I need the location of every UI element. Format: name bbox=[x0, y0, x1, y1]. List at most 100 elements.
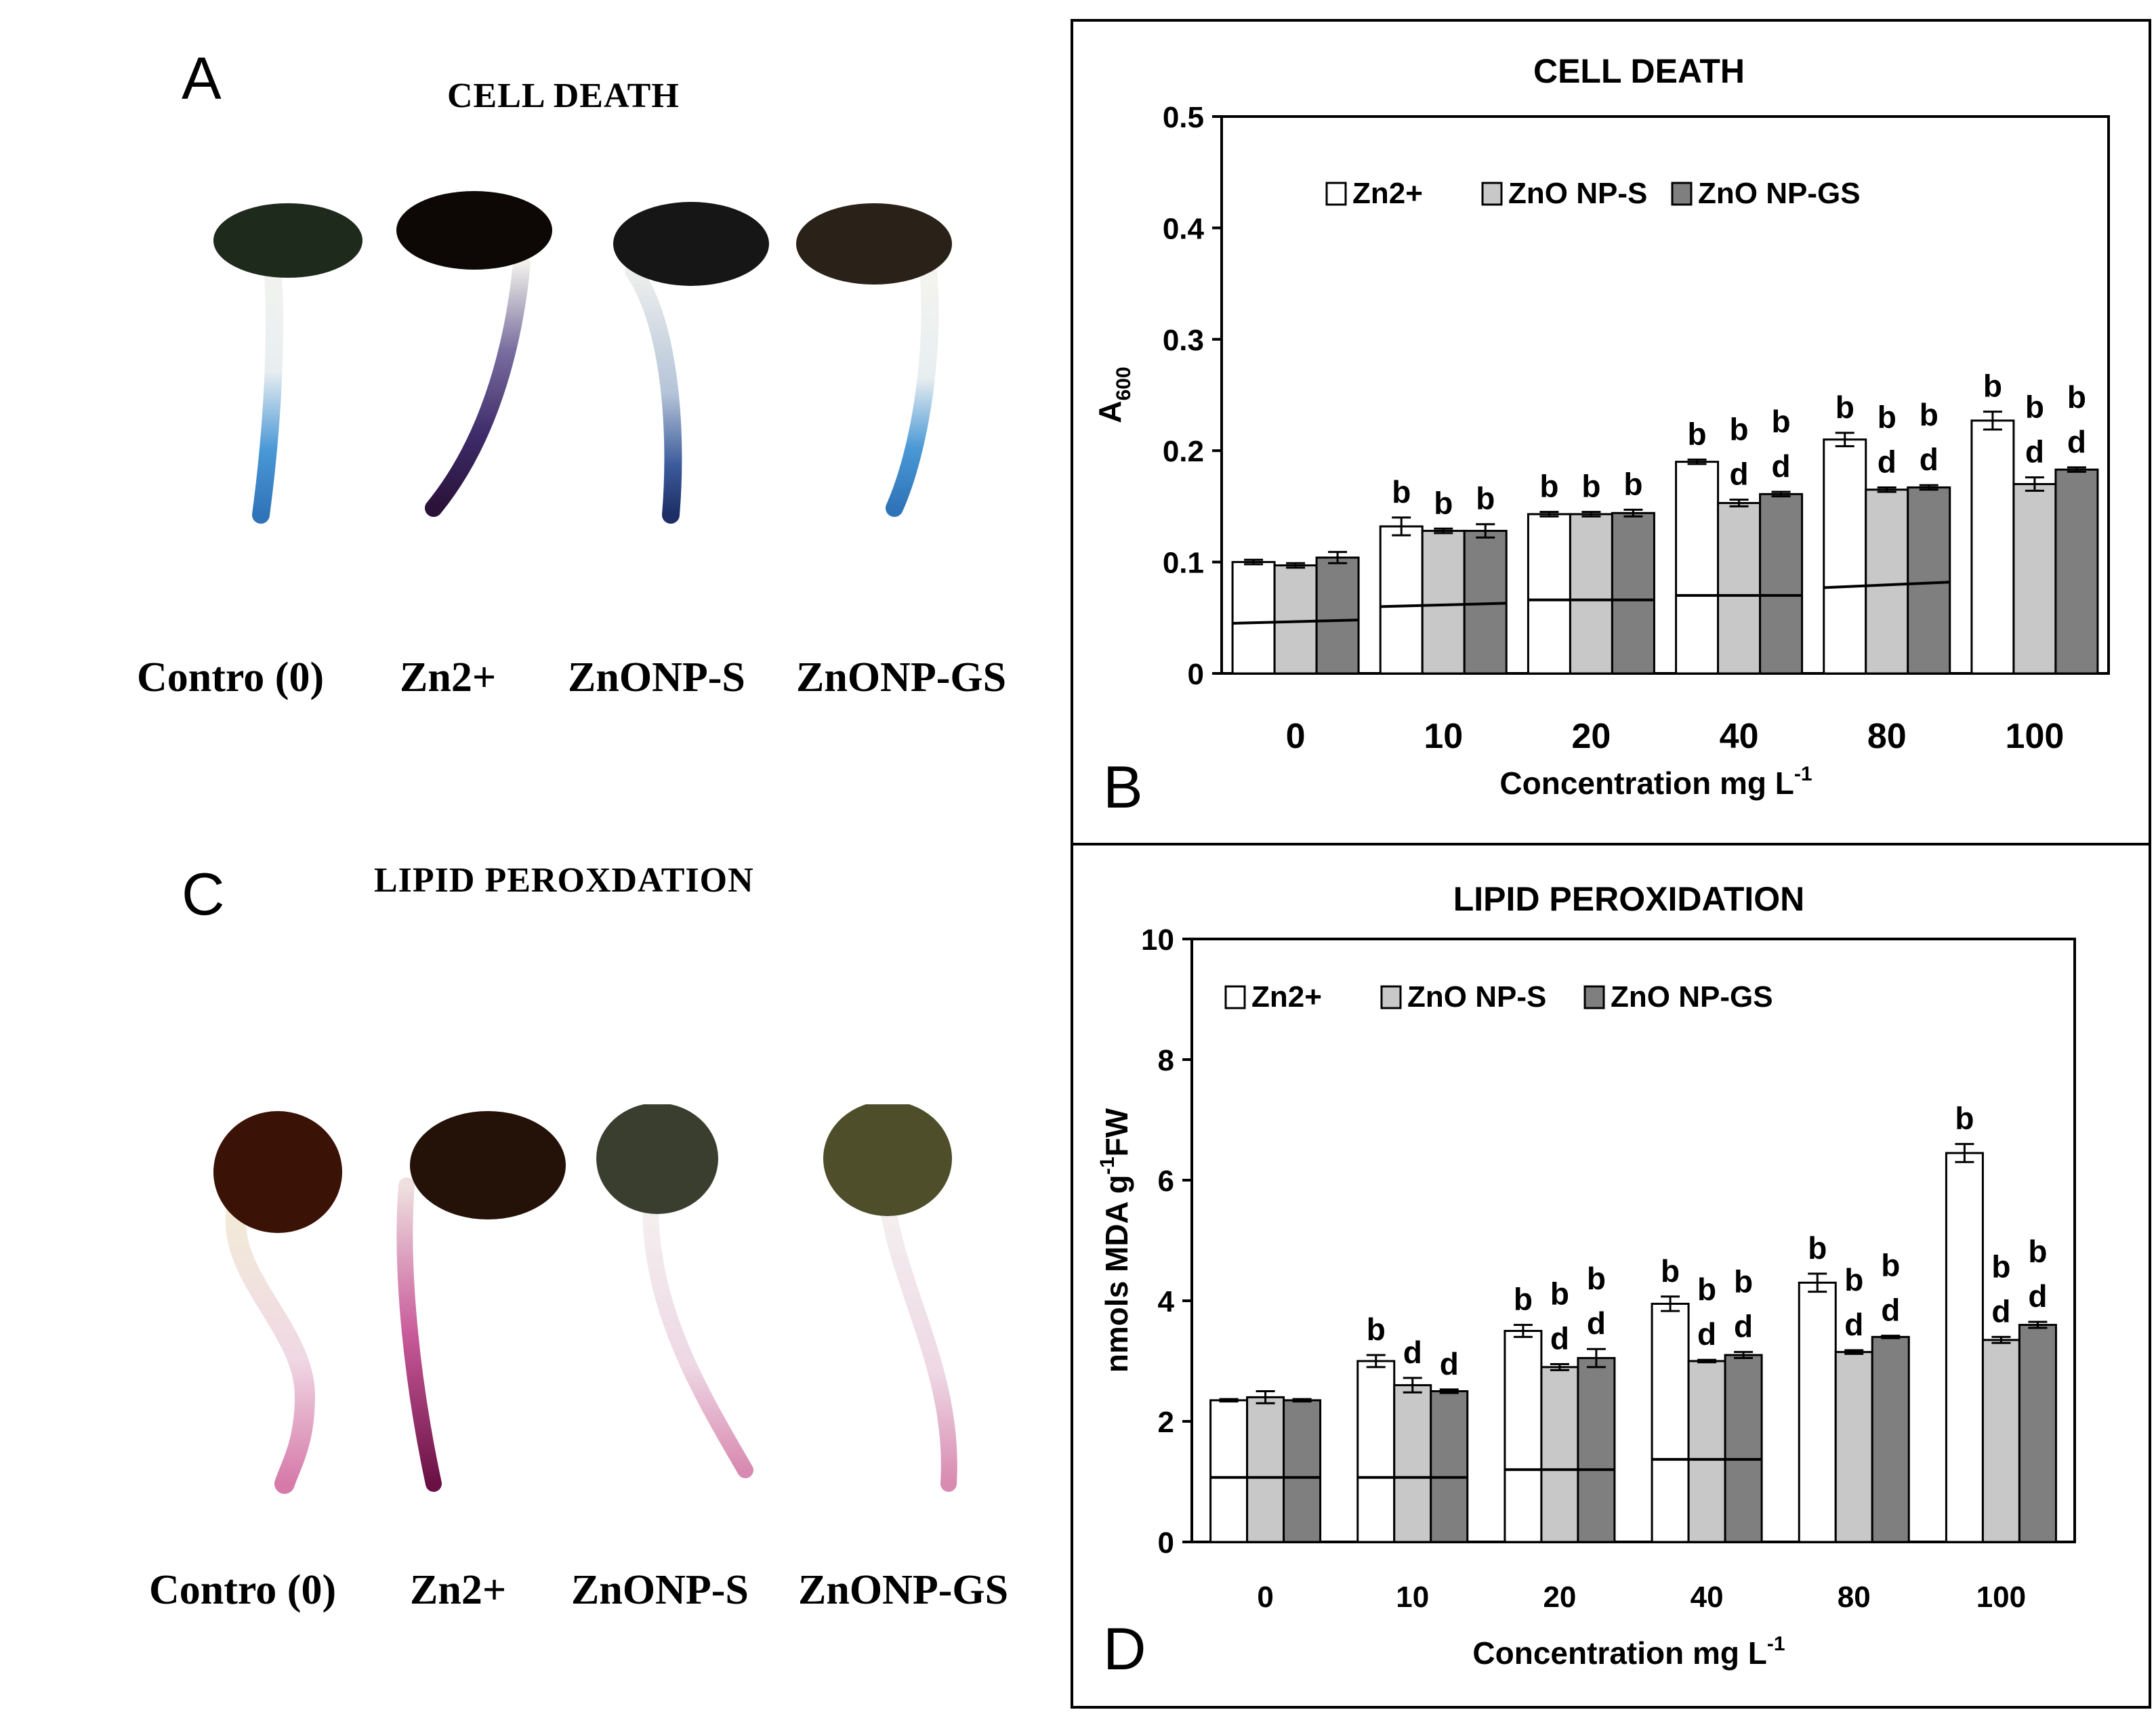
significance-letter: b bbox=[2028, 1234, 2047, 1269]
seedling-control bbox=[213, 203, 362, 524]
x-axis-label: Concentration mg L-1 bbox=[1472, 1633, 1785, 1671]
bar bbox=[1865, 488, 1909, 675]
bar bbox=[1569, 513, 1613, 675]
significance-letter: b bbox=[1878, 399, 1896, 434]
significance-letter: d bbox=[1730, 457, 1749, 492]
bar bbox=[1871, 1335, 1910, 1543]
y-tick-label: 0.5 bbox=[1163, 101, 1204, 134]
bar bbox=[1970, 419, 2015, 675]
bar bbox=[1315, 556, 1360, 675]
significance-letter: b bbox=[1730, 412, 1749, 447]
bar bbox=[1283, 1399, 1322, 1543]
bar bbox=[2018, 1324, 2057, 1543]
bar bbox=[1724, 1354, 1763, 1543]
significance-letter: d bbox=[1734, 1309, 1753, 1344]
panel-c-title: LIPID PEROXDATION bbox=[374, 861, 754, 900]
significance-letter: b bbox=[1836, 390, 1854, 425]
y-tick-label: 0 bbox=[1188, 658, 1204, 691]
panel-c-label-zn2: Zn2+ bbox=[410, 1567, 507, 1613]
x-tick-label: 20 bbox=[1543, 1581, 1576, 1614]
x-tick-label: 80 bbox=[1838, 1581, 1871, 1614]
y-tick-label: 0.1 bbox=[1163, 547, 1204, 580]
y-tick-label: 8 bbox=[1158, 1044, 1174, 1077]
bar bbox=[1421, 530, 1466, 675]
significance-letter: b bbox=[1623, 466, 1642, 501]
significance-letter: b bbox=[1550, 1276, 1569, 1311]
significance-letter: b bbox=[1476, 481, 1495, 516]
legend-swatch bbox=[1325, 182, 1347, 206]
significance-letter: d bbox=[1550, 1320, 1569, 1356]
bar bbox=[1611, 511, 1655, 675]
significance-letter: d bbox=[1920, 442, 1939, 477]
panel-a-label-control: Contro (0) bbox=[137, 654, 325, 701]
x-tick-label: 100 bbox=[1976, 1581, 2026, 1614]
seedling-c-np-gs bbox=[823, 1104, 957, 1492]
bar bbox=[1945, 1152, 1984, 1543]
legend-swatch bbox=[1224, 985, 1246, 1009]
x-tick-label: 40 bbox=[1691, 1581, 1724, 1614]
legend-label: ZnO NP-S bbox=[1407, 980, 1546, 1014]
significance-letter: b bbox=[1734, 1264, 1753, 1299]
bar bbox=[1798, 1281, 1837, 1543]
significance-letter: d bbox=[1991, 1293, 2010, 1329]
bar bbox=[1759, 493, 1804, 675]
panel-a-photo bbox=[213, 191, 952, 524]
y-axis-label: nmols MDA g-1FW bbox=[1096, 1108, 1134, 1373]
significance-letter: d bbox=[1772, 448, 1791, 484]
bar bbox=[2054, 468, 2099, 675]
seedling-np-s bbox=[613, 202, 769, 524]
panel-c-label-control: Contro (0) bbox=[149, 1567, 337, 1613]
significance-letter: d bbox=[1878, 444, 1896, 479]
significance-letter: b bbox=[1539, 469, 1558, 504]
panel-a-label-zn2: Zn2+ bbox=[400, 654, 497, 701]
significance-letter: d bbox=[2067, 424, 2086, 459]
reference-line bbox=[1823, 581, 1950, 589]
x-tick-label: 0 bbox=[1286, 717, 1306, 756]
significance-letter: b bbox=[2025, 390, 2044, 425]
seedling-np-gs bbox=[796, 203, 952, 517]
bar bbox=[1379, 525, 1424, 675]
panel-a-letter: A bbox=[182, 45, 222, 112]
panel-c-label-np-s: ZnONP-S bbox=[571, 1567, 749, 1613]
legend-swatch bbox=[1583, 985, 1605, 1009]
significance-letter: b bbox=[1920, 397, 1939, 432]
significance-letter: b bbox=[1688, 416, 1707, 451]
bar bbox=[1687, 1360, 1726, 1543]
x-axis-label: Concentration mg L-1 bbox=[1499, 763, 1812, 801]
significance-letter: d bbox=[1440, 1346, 1459, 1381]
y-tick-label: 0.4 bbox=[1163, 212, 1205, 245]
significance-letter: b bbox=[1514, 1282, 1533, 1317]
x-tick-label: 0 bbox=[1257, 1581, 1273, 1614]
significance-letter: d bbox=[1881, 1293, 1900, 1328]
bar bbox=[1717, 501, 1762, 675]
significance-letter: b bbox=[1808, 1230, 1827, 1266]
significance-letter: b bbox=[1392, 474, 1411, 509]
significance-letter: b bbox=[2067, 379, 2086, 415]
panel-a-title: CELL DEATH bbox=[447, 77, 680, 115]
panel-b-letter: B bbox=[1103, 753, 1143, 820]
bar bbox=[1834, 1351, 1873, 1543]
plot-frame bbox=[1190, 938, 2076, 1543]
reference-line bbox=[1380, 602, 1507, 608]
x-tick-label: 40 bbox=[1720, 717, 1759, 756]
significance-letter: b bbox=[1991, 1249, 2010, 1284]
y-tick-label: 0 bbox=[1158, 1526, 1174, 1560]
significance-letter: d bbox=[2028, 1278, 2047, 1314]
bar bbox=[1823, 438, 1867, 675]
chart-b-frame: CELL DEATH 0 0.1 0.2 0.3 0.4 0.5 A600 0 b b b 10 b b b 2… bbox=[1071, 19, 2151, 845]
y-tick-label: 6 bbox=[1158, 1165, 1174, 1198]
bar bbox=[1651, 1302, 1690, 1543]
significance-letter: d bbox=[1403, 1335, 1422, 1370]
panel-a-label-np-s: ZnONP-S bbox=[568, 654, 745, 701]
significance-letter: b bbox=[1434, 485, 1453, 520]
x-tick-label: 80 bbox=[1867, 717, 1907, 756]
seedling-zn2 bbox=[396, 191, 552, 517]
y-tick-label: 2 bbox=[1158, 1406, 1174, 1439]
significance-letter: b bbox=[1587, 1261, 1606, 1296]
legend-label: Zn2+ bbox=[1352, 177, 1423, 210]
bar bbox=[1527, 513, 1571, 675]
x-tick-label: 100 bbox=[2006, 717, 2065, 756]
bar bbox=[2012, 483, 2057, 675]
legend-label: Zn2+ bbox=[1251, 980, 1322, 1014]
